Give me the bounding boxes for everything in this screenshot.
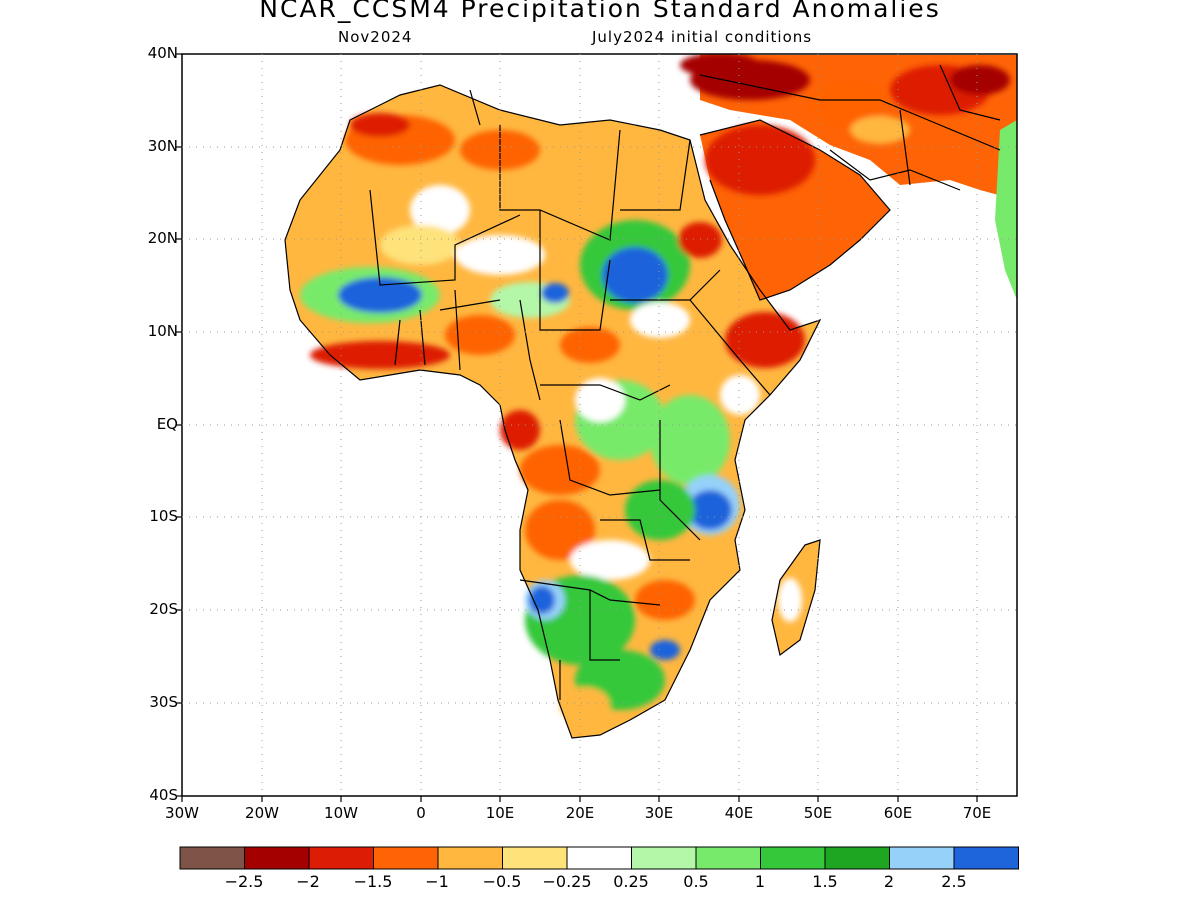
colorbar-swatch xyxy=(889,846,955,870)
colorbar-swatch xyxy=(179,846,245,870)
lon-label: 20W xyxy=(245,804,279,822)
lat-label: 30N xyxy=(147,137,178,155)
lat-label: EQ xyxy=(156,415,178,433)
lon-label: 60E xyxy=(883,804,913,822)
country-borders xyxy=(284,64,1001,739)
map-area xyxy=(284,54,1017,739)
lon-label: 10E xyxy=(485,804,515,822)
colorbar xyxy=(179,846,1019,870)
colorbar-label: 2 xyxy=(883,872,895,891)
colorbar-swatch xyxy=(308,846,374,870)
colorbar-label: 2.5 xyxy=(941,872,967,891)
map-title: NCAR_CCSM4 Precipitation Standard Anomal… xyxy=(259,0,941,23)
forecast-month: Nov2024 xyxy=(338,28,413,46)
colorbar-label: −1.5 xyxy=(353,872,393,891)
colorbar-swatch xyxy=(373,846,439,870)
lat-label: 30S xyxy=(149,693,178,711)
initial-conditions: July2024 initial conditions xyxy=(592,28,813,46)
lon-label: 30W xyxy=(165,804,199,822)
colorbar-label: −0.5 xyxy=(482,872,522,891)
lat-label: 40S xyxy=(149,786,178,804)
colorbar-swatch xyxy=(631,846,697,870)
colorbar-swatch xyxy=(502,846,568,870)
lon-label: 0 xyxy=(416,804,426,822)
colorbar-label: −2.5 xyxy=(224,872,264,891)
lon-label: 10W xyxy=(324,804,358,822)
lat-label: 10S xyxy=(149,507,178,525)
colorbar-label: −2 xyxy=(296,872,320,891)
colorbar-label: 0.25 xyxy=(613,872,649,891)
lat-label: 40N xyxy=(147,44,178,62)
colorbar-swatch xyxy=(824,846,890,870)
lon-label: 40E xyxy=(724,804,754,822)
colorbar-swatch xyxy=(437,846,503,870)
colorbar-swatch xyxy=(953,846,1019,870)
lon-label: 50E xyxy=(803,804,833,822)
colorbar-swatch xyxy=(244,846,310,870)
colorbar-label: 1.5 xyxy=(812,872,838,891)
graticule xyxy=(182,54,1017,796)
india-land xyxy=(995,120,1017,300)
colorbar-swatch xyxy=(566,846,632,870)
lon-label: 70E xyxy=(962,804,992,822)
lat-label: 10N xyxy=(147,322,178,340)
colorbar-label: −1 xyxy=(425,872,449,891)
colorbar-label: −0.25 xyxy=(542,872,592,891)
colorbar-swatch xyxy=(695,846,761,870)
lat-label: 20S xyxy=(149,600,178,618)
colorbar-label: 1 xyxy=(754,872,766,891)
lat-label: 20N xyxy=(147,229,178,247)
colorbar-swatch xyxy=(760,846,826,870)
colorbar-label: 0.5 xyxy=(683,872,709,891)
lon-label: 30E xyxy=(644,804,674,822)
lon-label: 20E xyxy=(565,804,595,822)
